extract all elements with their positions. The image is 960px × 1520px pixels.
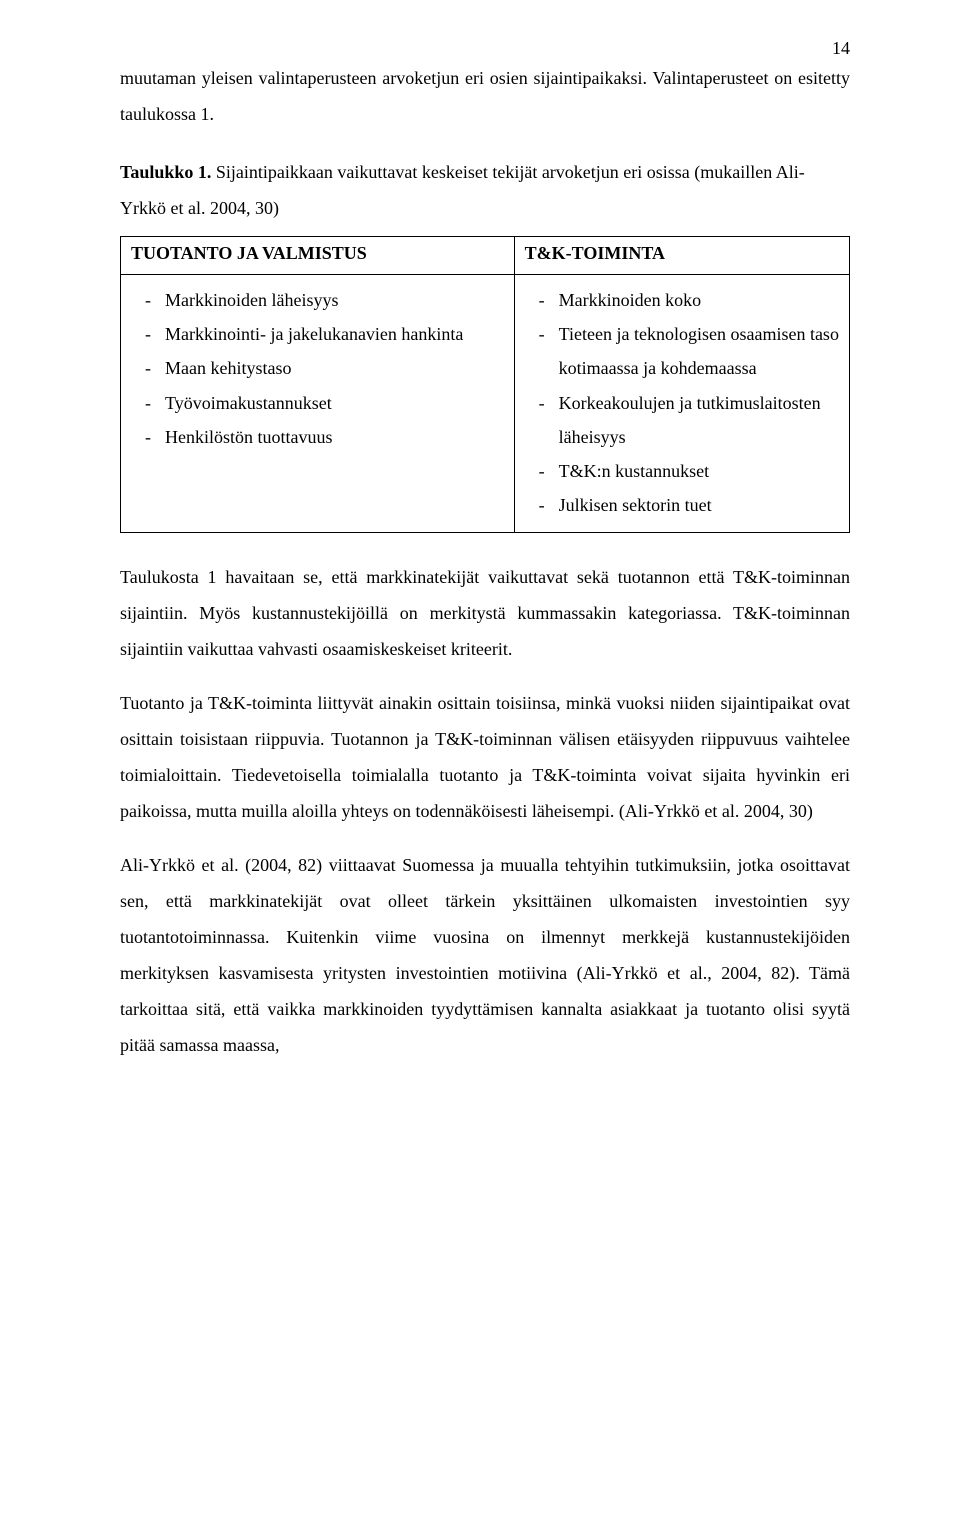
dash-icon: - bbox=[525, 386, 559, 420]
list-item-text: Työvoimakustannukset bbox=[165, 386, 504, 420]
intro-paragraph: muutaman yleisen valintaperusteen arvoke… bbox=[120, 60, 850, 132]
list-item: -Henkilöstön tuottavuus bbox=[131, 420, 504, 454]
paragraph-aliyrkko: Ali-Yrkkö et al. (2004, 82) viittaavat S… bbox=[120, 847, 850, 1063]
table-caption-label: Taulukko 1. bbox=[120, 162, 211, 182]
list-item-text: Markkinoiden läheisyys bbox=[165, 283, 504, 317]
list-item-text: Korkeakoulujen ja tutkimuslaitosten lähe… bbox=[559, 386, 839, 454]
table-caption-text: Sijaintipaikkaan vaikuttavat keskeiset t… bbox=[120, 162, 805, 218]
paragraph-observations: Taulukosta 1 havaitaan se, että markkina… bbox=[120, 559, 850, 667]
dash-icon: - bbox=[131, 351, 165, 385]
dash-icon: - bbox=[525, 488, 559, 522]
dash-icon: - bbox=[131, 317, 165, 351]
list-item-text: Henkilöstön tuottavuus bbox=[165, 420, 504, 454]
right-items-list: -Markkinoiden koko -Tieteen ja teknologi… bbox=[525, 283, 839, 522]
dash-icon: - bbox=[525, 283, 559, 317]
list-item-text: Tieteen ja teknologisen osaamisen taso k… bbox=[559, 317, 839, 385]
page: 14 muutaman yleisen valintaperusteen arv… bbox=[0, 0, 960, 1520]
dash-icon: - bbox=[131, 386, 165, 420]
list-item: -Työvoimakustannukset bbox=[131, 386, 504, 420]
dash-icon: - bbox=[131, 420, 165, 454]
list-item: -T&K:n kustannukset bbox=[525, 454, 839, 488]
list-item-text: T&K:n kustannukset bbox=[559, 454, 839, 488]
criteria-table: TUOTANTO JA VALMISTUS T&K-TOIMINTA -Mark… bbox=[120, 236, 850, 533]
list-item-text: Julkisen sektorin tuet bbox=[559, 488, 839, 522]
list-item: -Markkinoiden läheisyys bbox=[131, 283, 504, 317]
table-body-row: -Markkinoiden läheisyys -Markkinointi- j… bbox=[121, 275, 850, 533]
table-cell-left: -Markkinoiden läheisyys -Markkinointi- j… bbox=[121, 275, 515, 533]
list-item: -Markkinointi- ja jakelukanavien hankint… bbox=[131, 317, 504, 351]
list-item: -Markkinoiden koko bbox=[525, 283, 839, 317]
table-cell-right: -Markkinoiden koko -Tieteen ja teknologi… bbox=[514, 275, 849, 533]
list-item: -Korkeakoulujen ja tutkimuslaitosten läh… bbox=[525, 386, 839, 454]
list-item: -Tieteen ja teknologisen osaamisen taso … bbox=[525, 317, 839, 385]
table-caption: Taulukko 1. Sijaintipaikkaan vaikuttavat… bbox=[120, 154, 850, 226]
list-item-text: Maan kehitystaso bbox=[165, 351, 504, 385]
paragraph-linkage: Tuotanto ja T&K-toiminta liittyvät ainak… bbox=[120, 685, 850, 829]
left-items-list: -Markkinoiden läheisyys -Markkinointi- j… bbox=[131, 283, 504, 454]
list-item-text: Markkinoiden koko bbox=[559, 283, 839, 317]
table-header-row: TUOTANTO JA VALMISTUS T&K-TOIMINTA bbox=[121, 237, 850, 275]
list-item-text: Markkinointi- ja jakelukanavien hankinta bbox=[165, 317, 504, 351]
table-header-right: T&K-TOIMINTA bbox=[514, 237, 849, 275]
table-header-left: TUOTANTO JA VALMISTUS bbox=[121, 237, 515, 275]
page-number: 14 bbox=[832, 38, 850, 59]
dash-icon: - bbox=[525, 317, 559, 351]
dash-icon: - bbox=[525, 454, 559, 488]
list-item: -Maan kehitystaso bbox=[131, 351, 504, 385]
list-item: -Julkisen sektorin tuet bbox=[525, 488, 839, 522]
dash-icon: - bbox=[131, 283, 165, 317]
